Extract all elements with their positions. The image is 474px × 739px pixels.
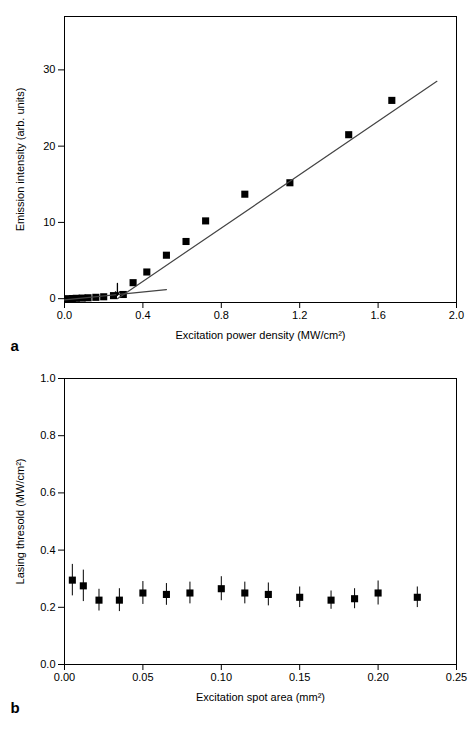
svg-text:10: 10 — [43, 216, 55, 228]
svg-text:0.4: 0.4 — [40, 544, 55, 556]
svg-text:0: 0 — [49, 292, 55, 304]
svg-text:0.0: 0.0 — [57, 309, 72, 321]
svg-text:2.0: 2.0 — [449, 309, 464, 321]
svg-text:0.0: 0.0 — [40, 658, 55, 670]
svg-text:a: a — [11, 337, 20, 354]
svg-text:Emission intensity (arb. units: Emission intensity (arb. units) — [14, 88, 26, 232]
svg-text:0.8: 0.8 — [214, 309, 229, 321]
svg-text:1.6: 1.6 — [370, 309, 385, 321]
svg-text:0.20: 0.20 — [367, 671, 388, 683]
svg-text:0.4: 0.4 — [135, 309, 150, 321]
svg-text:0.8: 0.8 — [40, 429, 55, 441]
svg-text:0.2: 0.2 — [40, 601, 55, 613]
svg-text:0.05: 0.05 — [132, 671, 153, 683]
svg-text:Excitation power density (MW/c: Excitation power density (MW/cm²) — [176, 329, 346, 341]
svg-text:1.0: 1.0 — [40, 372, 55, 384]
svg-text:Lasing thresold (MW/cm²): Lasing thresold (MW/cm²) — [14, 459, 26, 585]
svg-text:30: 30 — [43, 63, 55, 75]
svg-text:0.15: 0.15 — [289, 671, 310, 683]
svg-text:b: b — [11, 699, 20, 716]
svg-text:Excitation spot area (mm²): Excitation spot area (mm²) — [196, 691, 325, 703]
svg-text:20: 20 — [43, 140, 55, 152]
svg-text:0.00: 0.00 — [54, 671, 75, 683]
svg-text:0.25: 0.25 — [446, 671, 467, 683]
svg-text:0.10: 0.10 — [211, 671, 232, 683]
svg-text:0.6: 0.6 — [40, 486, 55, 498]
svg-text:1.2: 1.2 — [292, 309, 307, 321]
